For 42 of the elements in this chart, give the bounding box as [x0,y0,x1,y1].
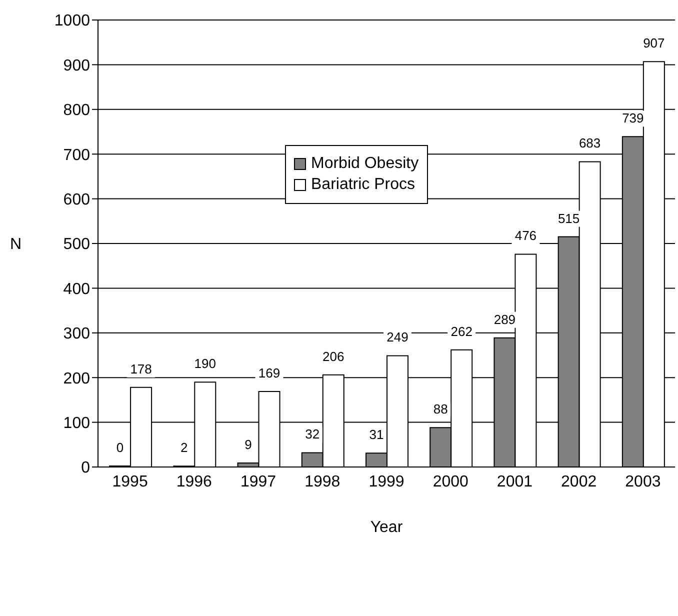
data-label: 31 [369,427,384,442]
data-label: 683 [578,136,601,151]
y-tick-label: 100 [63,414,90,432]
x-tick-label: 2001 [496,473,533,490]
data-label: 0 [116,440,124,455]
x-tick-label: 1998 [304,473,340,490]
y-axis-title: N [10,236,22,254]
x-tick-label: 1997 [240,473,276,490]
y-tick-label: 400 [63,280,90,298]
data-label: 249 [386,330,408,345]
data-label: 32 [305,426,320,442]
x-tick-label: 2000 [432,473,469,490]
legend-label: Bariatric Procs [311,176,416,194]
x-tick-label: 1999 [368,473,404,490]
y-tick-label: 800 [63,102,90,120]
x-tick-label: 2003 [625,473,661,490]
data-label: 289 [494,312,516,327]
x-axis-title: Year [370,519,404,536]
data-label: 2 [180,440,188,456]
legend-label: Morbid Obesity [311,155,419,173]
y-tick-label: 300 [63,326,90,343]
y-tick-label: 500 [63,236,90,254]
x-tick-label: 1996 [176,473,212,490]
data-label: 9 [244,436,252,452]
y-tick-label: 700 [63,146,90,164]
data-label: 739 [622,110,644,126]
data-label: 88 [433,402,448,417]
data-label: 476 [514,228,537,244]
data-label: 907 [643,36,665,51]
y-tick-label: 900 [63,57,90,74]
y-tick-label: 600 [63,191,90,208]
data-label: 262 [450,324,472,339]
data-label: 515 [558,210,580,226]
y-tick-label: 1000 [54,12,90,30]
x-tick-label: 2002 [561,473,597,490]
x-tick-label: 1995 [112,473,148,490]
y-tick-label: 0 [81,460,90,477]
data-label: 178 [130,361,152,376]
data-label: 206 [322,348,344,364]
y-tick-label: 200 [63,370,90,388]
data-label: 169 [258,365,280,380]
data-label: 190 [194,356,216,372]
